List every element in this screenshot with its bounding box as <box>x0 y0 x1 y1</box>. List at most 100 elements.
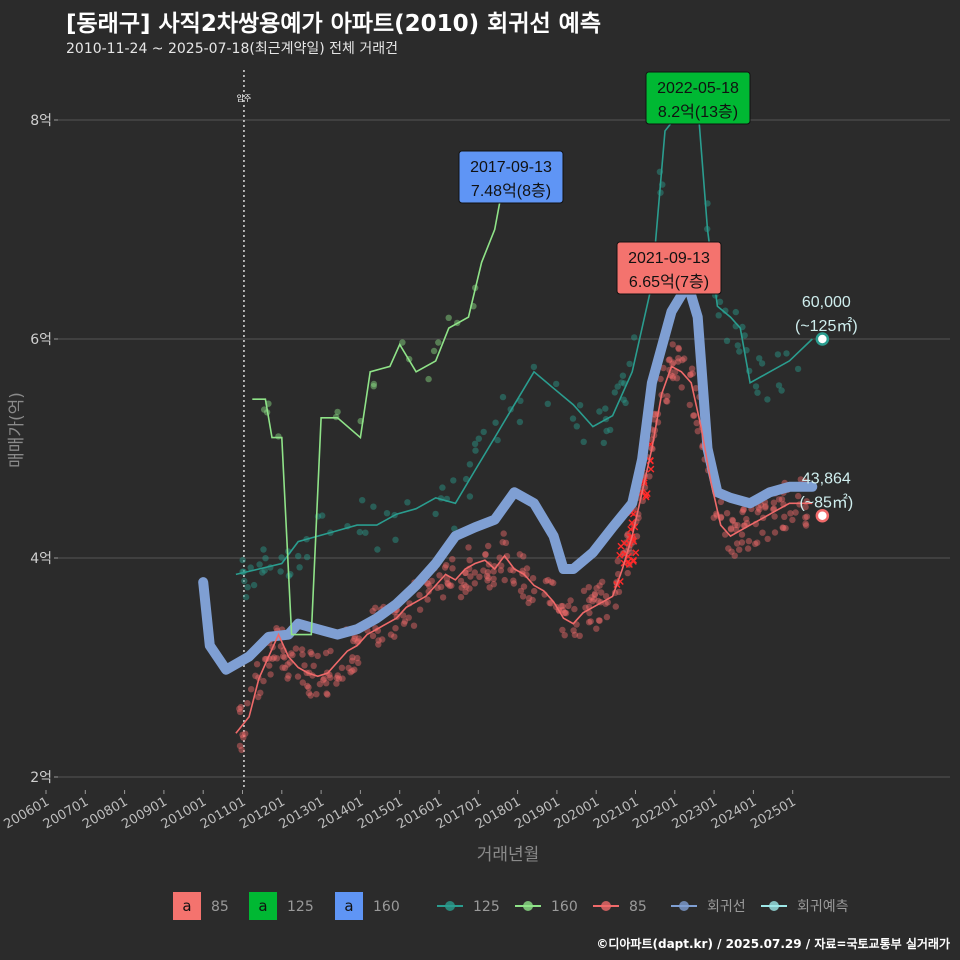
scatter-point-125 <box>752 383 760 390</box>
scatter-point-85 <box>725 545 732 552</box>
scatter-point-85 <box>657 375 664 383</box>
scatter-point-85 <box>294 673 302 680</box>
scatter-point-85 <box>348 657 356 664</box>
scatter-point-125 <box>544 400 551 407</box>
scatter-point-85 <box>585 584 592 591</box>
forecast-point-125 <box>815 332 830 346</box>
scatter-point-85 <box>400 620 408 627</box>
scatter-point-160 <box>261 406 268 413</box>
scatter-point-125 <box>466 493 474 500</box>
cancel-mark <box>628 519 636 527</box>
scatter-point-85 <box>269 655 276 662</box>
scatter-point-85 <box>670 359 677 366</box>
scatter-point-125 <box>626 360 633 368</box>
scatter-point-85 <box>792 509 799 516</box>
scatter-point-125 <box>716 298 724 305</box>
scatter-point-85 <box>673 375 681 382</box>
scatter-point-85 <box>591 590 599 597</box>
scatter-point-85 <box>693 419 700 427</box>
scatter-point-85 <box>375 637 382 644</box>
scatter-point-125 <box>517 397 524 404</box>
chart-title: [동래구] 사직2차쌍용예가 아파트(2010) 회귀선 예측 <box>66 11 601 37</box>
scatter-point-85 <box>289 651 296 659</box>
scatter-point-85 <box>335 675 343 682</box>
scatter-point-85 <box>586 596 593 604</box>
peak-annotation-box-160 <box>458 150 564 204</box>
scatter-point-125 <box>463 475 470 483</box>
scatter-point-85 <box>681 355 688 362</box>
scatter-point-85 <box>546 599 553 606</box>
scatter-point-85 <box>752 540 759 548</box>
scatter-point-85 <box>779 524 786 531</box>
scatter-point-85 <box>281 664 289 672</box>
scatter-point-85 <box>351 635 358 642</box>
scatter-point-85 <box>238 746 245 754</box>
peak-annotation-date-160: 2017-09-13 <box>470 159 552 176</box>
scatter-point-85 <box>307 649 314 656</box>
scatter-point-85 <box>728 548 735 555</box>
scatter-point-125 <box>596 408 603 415</box>
legend-swatch-85 <box>173 892 201 920</box>
scatter-point-85 <box>458 584 465 591</box>
regression-line <box>198 279 818 675</box>
scatter-point-85 <box>686 401 693 409</box>
scatter-point-85 <box>279 664 286 671</box>
y-tick-label: 6억 <box>30 332 52 348</box>
scatter-point-125 <box>614 383 621 390</box>
scatter-point-125 <box>783 350 790 357</box>
series-line-125 <box>235 97 813 576</box>
forecast-area-85: (~85㎡) <box>799 494 853 512</box>
scatter-point-125 <box>622 399 629 407</box>
scatter-point-85 <box>510 577 517 584</box>
peak-annotation-box-85 <box>616 241 722 295</box>
scatter-point-85 <box>802 520 809 527</box>
legend-swatch-125 <box>249 892 277 920</box>
series-line-160 <box>252 176 518 636</box>
scatter-point-125 <box>764 396 771 403</box>
peak-annotation-box-125 <box>645 71 751 125</box>
scatter-point-85 <box>338 664 346 671</box>
scatter-point-85 <box>663 397 670 405</box>
scatter-point-85 <box>307 692 314 699</box>
scatter-point-85 <box>559 626 566 634</box>
scatter-point-85 <box>733 540 741 547</box>
scatter-point-85 <box>322 649 330 657</box>
scatter-point-125 <box>794 365 802 373</box>
scatter-point-85 <box>520 583 528 590</box>
scatter-point-125 <box>573 423 580 430</box>
scatter-point-125 <box>439 484 446 491</box>
scatter-point-85 <box>351 666 358 673</box>
scatter-point-85 <box>576 632 583 639</box>
scatter-point-85 <box>369 632 377 640</box>
scatter-point-85 <box>305 684 312 691</box>
scatter-point-85 <box>731 552 738 559</box>
scatter-point-125 <box>241 577 248 585</box>
scatter-point-85 <box>510 580 518 587</box>
scatter-point-85 <box>480 567 487 574</box>
scatter-point-85 <box>797 476 804 483</box>
scatter-point-85 <box>497 567 505 574</box>
scatter-point-85 <box>516 551 523 558</box>
scatter-point-125 <box>244 584 251 591</box>
scatter-point-85 <box>467 573 474 580</box>
scatter-point-85 <box>687 371 694 379</box>
legend-key-85: a <box>182 897 191 915</box>
legend-marker-125 <box>445 901 455 911</box>
scatter-point-125 <box>277 568 284 575</box>
scatter-point-125 <box>775 382 783 389</box>
scatter-point-85 <box>729 517 737 524</box>
scatter-point-125 <box>303 553 311 561</box>
scatter-point-85 <box>561 609 568 617</box>
scatter-point-125 <box>472 447 479 454</box>
scatter-point-85 <box>802 514 809 521</box>
scatter-point-125 <box>715 312 722 319</box>
scatter-point-85 <box>253 661 261 668</box>
scatter-point-125 <box>754 389 761 396</box>
scatter-point-85 <box>248 686 255 693</box>
scatter-point-85 <box>267 671 274 678</box>
annotation-layer: 60,000 (~125㎡) 43,864 (~85㎡) 2022-05-18 8.2억(… <box>458 71 858 523</box>
scatter-point-85 <box>663 398 671 405</box>
scatter-point-85 <box>666 356 673 363</box>
scatter-point-85 <box>692 385 700 392</box>
scatter-point-85 <box>669 374 677 382</box>
